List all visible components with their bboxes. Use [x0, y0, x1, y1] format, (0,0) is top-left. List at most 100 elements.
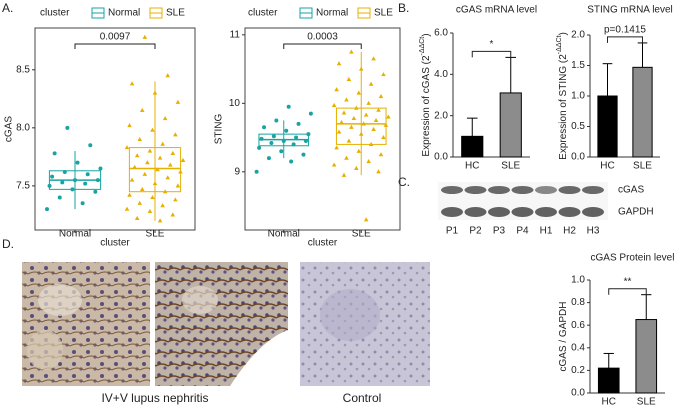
data-point — [274, 118, 279, 123]
y-tick-label: 0.0 — [571, 388, 585, 399]
y-tick-label: 0.4 — [571, 342, 585, 353]
bar — [635, 319, 658, 394]
data-point — [266, 156, 271, 161]
significance-bracket — [607, 36, 643, 43]
y-tick-label: 2.0 — [434, 110, 448, 121]
data-point — [378, 93, 384, 99]
data-point — [356, 148, 362, 153]
x-tick-label: Normal — [59, 229, 91, 240]
data-point — [95, 178, 100, 183]
y-tick-label: 0.0 — [571, 152, 585, 163]
data-point — [88, 143, 93, 148]
data-point — [127, 192, 132, 197]
lane-label: H2 — [563, 226, 576, 237]
data-point — [281, 138, 286, 143]
blot-band — [441, 207, 463, 217]
data-point — [62, 169, 67, 174]
x-tick-label: SLE — [501, 161, 520, 172]
y-tick-label: 9 — [234, 166, 240, 177]
data-point — [257, 145, 262, 150]
data-point — [85, 172, 90, 177]
data-point — [308, 111, 313, 116]
data-point — [45, 207, 49, 212]
lane-label: H1 — [540, 226, 553, 237]
y-tick-label: 8.5 — [16, 64, 30, 75]
x-tick-label: HC — [602, 397, 616, 408]
data-point — [358, 66, 364, 71]
data-point — [269, 141, 274, 146]
data-point — [157, 155, 163, 160]
data-point — [349, 124, 354, 129]
data-point — [147, 208, 153, 214]
data-point — [142, 171, 148, 176]
data-point — [150, 127, 155, 132]
data-point — [346, 138, 352, 143]
data-point — [165, 175, 171, 180]
lane-label: P1 — [446, 226, 459, 237]
panel-label: A. — [2, 1, 13, 15]
data-point — [165, 73, 171, 78]
y-tick-label: 0.6 — [571, 320, 585, 331]
y-tick-label: 10 — [229, 98, 241, 109]
data-point — [98, 166, 103, 171]
legend-title: cluster — [40, 8, 70, 19]
data-point — [296, 121, 301, 126]
y-axis-label-part: Expression of STING (2 — [558, 54, 569, 160]
data-point — [366, 100, 371, 105]
chart-title: STING mRNA level — [587, 5, 673, 16]
y-axis-label: Expression of cGAS (2-ΔΔCt) — [419, 33, 432, 156]
data-point — [162, 116, 168, 121]
tubule — [182, 286, 218, 314]
panel-label: B. — [398, 1, 409, 15]
data-point — [57, 195, 62, 200]
data-point — [371, 126, 376, 131]
data-point — [129, 177, 135, 182]
significance-label: p=0.1415 — [604, 25, 646, 36]
blot-band — [488, 186, 510, 194]
tubule — [27, 330, 63, 370]
y-axis-label: STING — [214, 114, 225, 145]
significance-label: 0.0003 — [307, 32, 338, 43]
data-point — [60, 180, 65, 185]
bar — [461, 135, 484, 158]
significance-bracket — [283, 43, 362, 49]
blot-band — [511, 207, 534, 217]
blot-row-label: GAPDH — [618, 207, 654, 218]
data-point — [363, 112, 369, 117]
data-point — [139, 186, 145, 191]
data-point — [344, 155, 349, 160]
data-point — [254, 169, 259, 174]
bar — [632, 66, 653, 158]
data-point — [73, 178, 77, 183]
data-point — [376, 169, 381, 174]
data-point — [289, 159, 294, 164]
plot-frame — [34, 27, 196, 231]
plot-frame — [244, 27, 401, 231]
data-point — [331, 102, 337, 107]
y-tick-label: 6.0 — [434, 28, 448, 39]
data-point — [383, 122, 389, 127]
lane-label: P3 — [493, 226, 506, 237]
data-point — [180, 157, 186, 162]
significance-label: 0.0097 — [100, 32, 131, 43]
blot-band — [511, 186, 534, 194]
bar — [597, 367, 620, 394]
data-point — [93, 189, 98, 194]
legend-label: Normal — [316, 8, 348, 19]
y-tick-label: 2.0 — [571, 30, 585, 41]
data-point — [373, 117, 379, 123]
y-tick-label: 11 — [230, 29, 241, 40]
box — [128, 147, 182, 193]
data-point — [371, 56, 376, 61]
blot-band — [558, 207, 581, 217]
caption: IV+V lupus nephritis — [101, 391, 208, 405]
significance-label: * — [490, 39, 494, 50]
legend-label: SLE — [374, 8, 393, 19]
x-tick-label: SLE — [146, 229, 165, 240]
y-tick-label: 0.8 — [571, 297, 585, 308]
data-point — [363, 217, 369, 222]
data-point — [259, 136, 264, 141]
data-point — [152, 90, 158, 95]
data-point — [334, 145, 339, 150]
data-point — [286, 104, 291, 109]
